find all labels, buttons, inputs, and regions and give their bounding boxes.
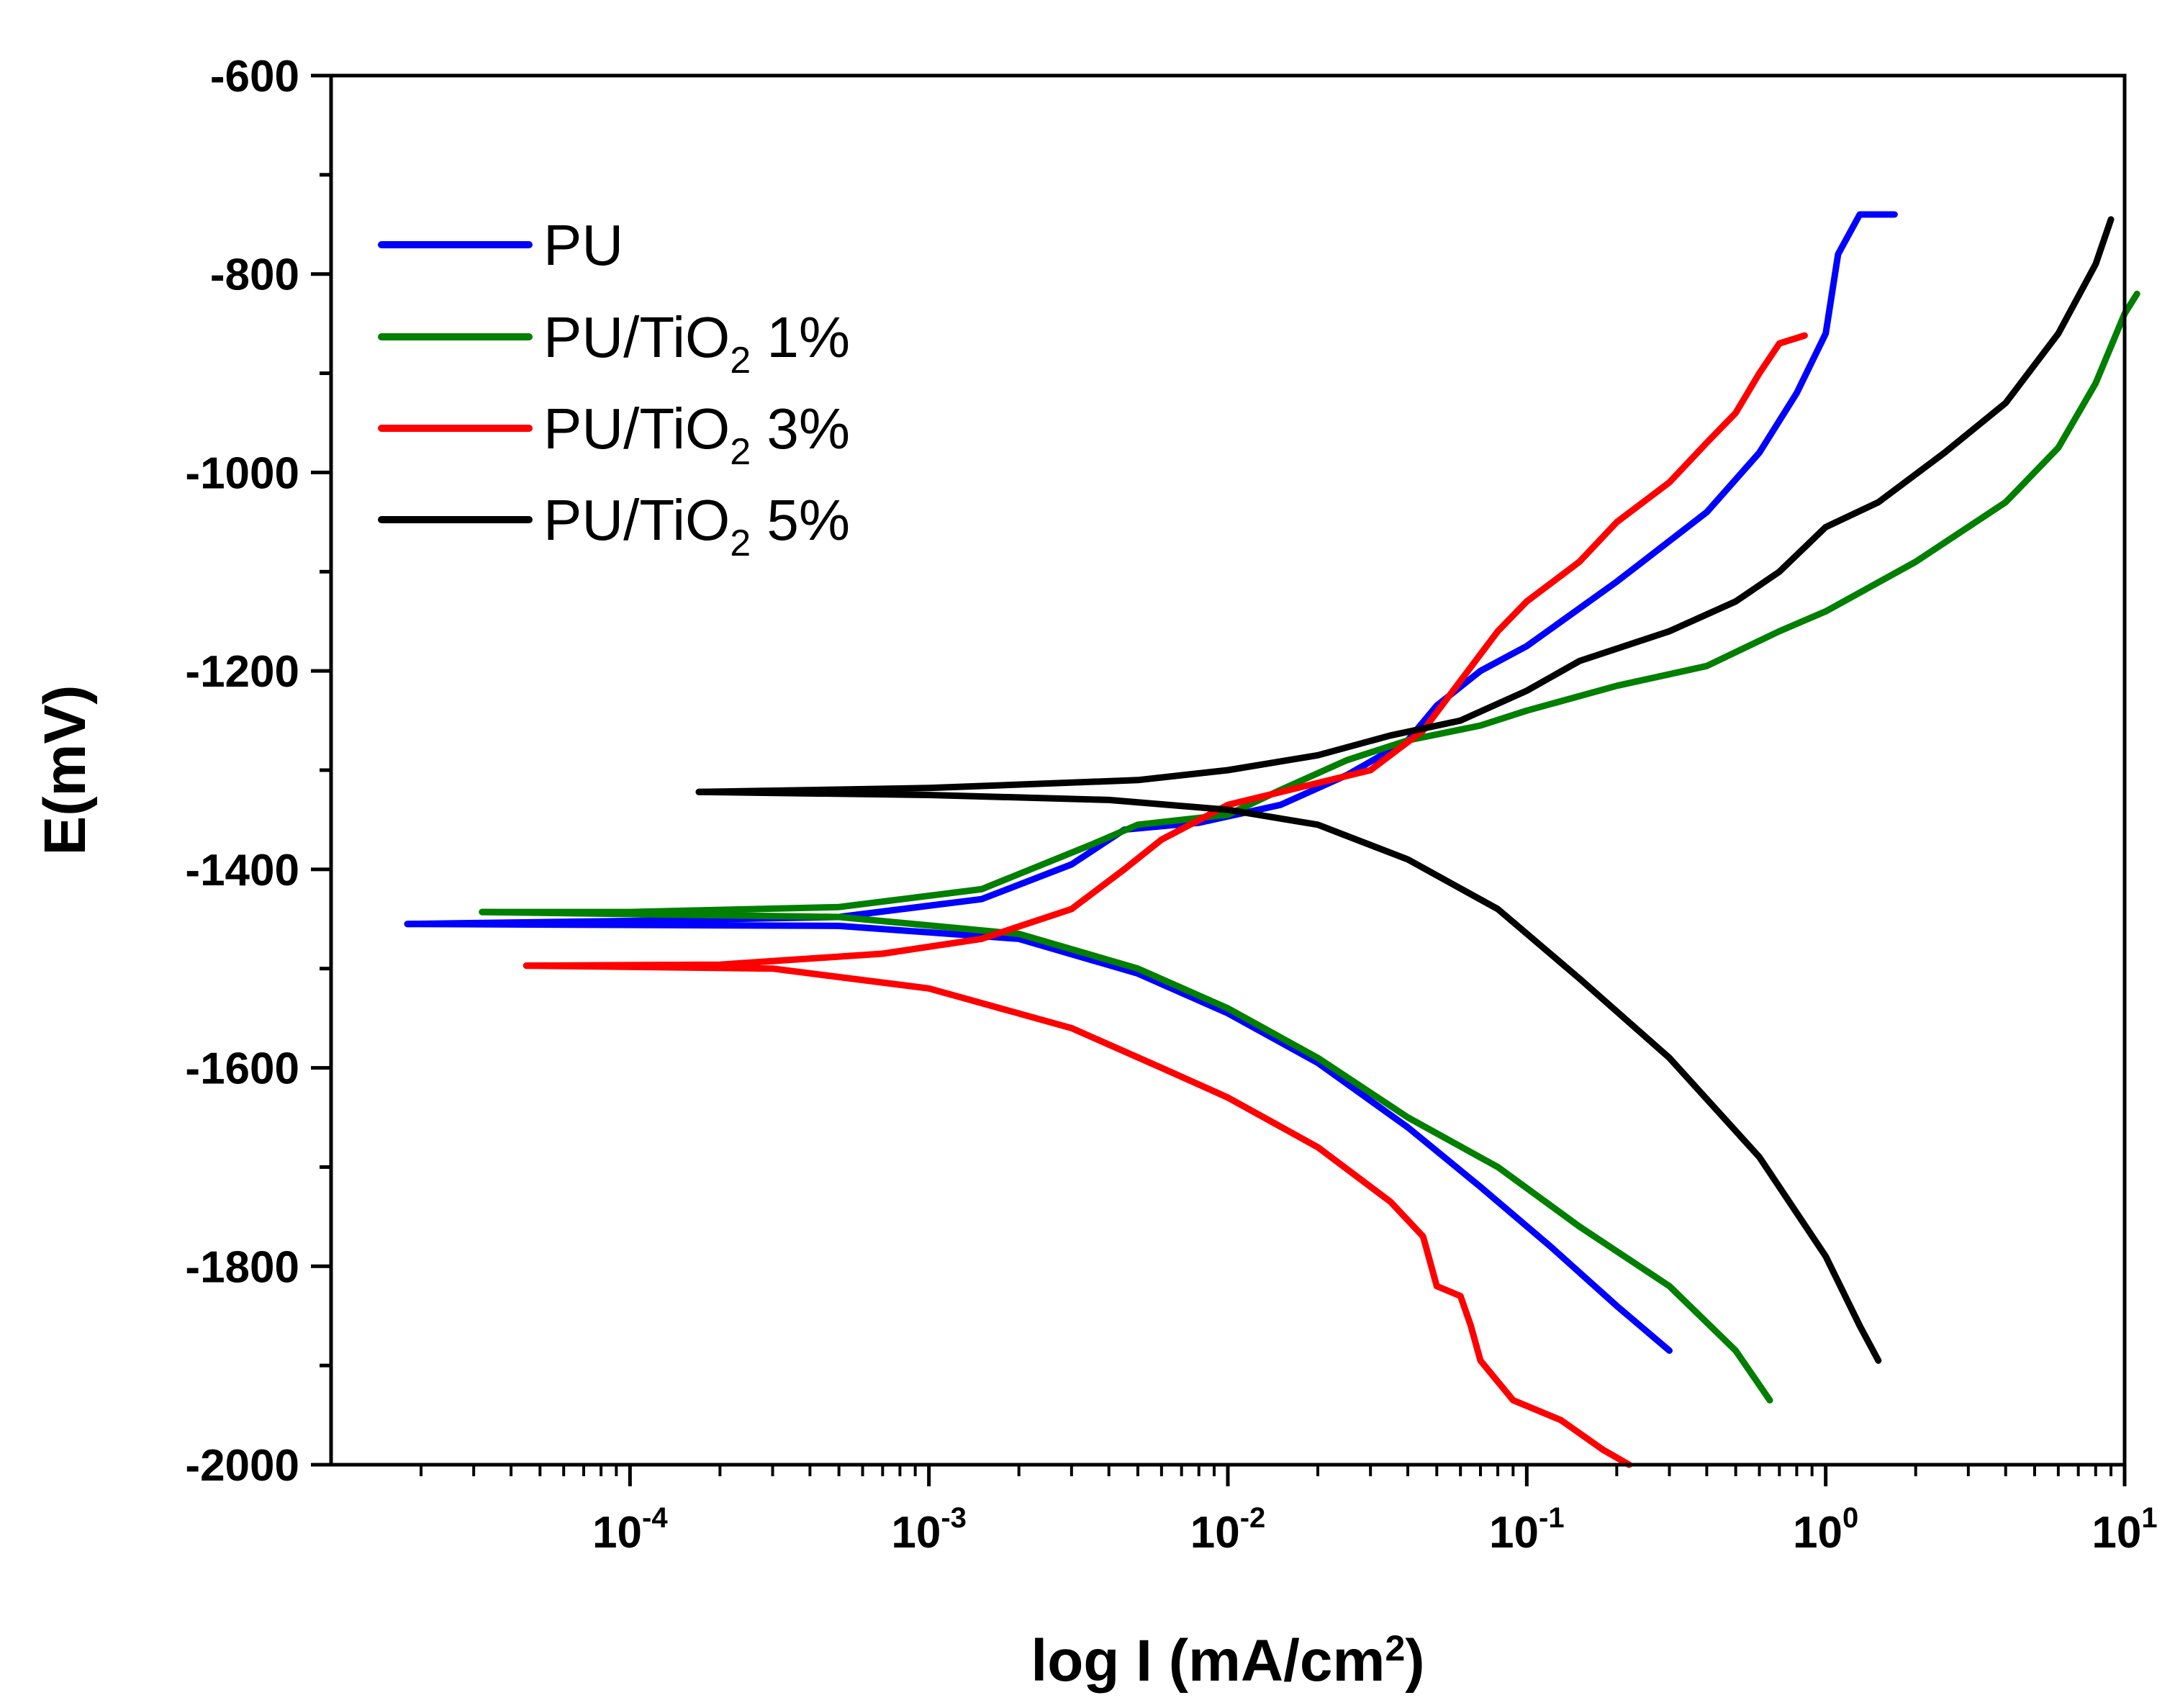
y-tick-label: -1000 [185, 448, 299, 498]
legend-label-end: 1% [751, 305, 850, 369]
x-tick-label: 10-3 [891, 1502, 967, 1558]
series-3-anodic-line [523, 332, 1808, 970]
x-tick-label: 10-2 [1190, 1502, 1266, 1558]
x-axis-title-sup: 2 [1385, 1628, 1405, 1668]
series-3-cathodic-line [523, 962, 1633, 1468]
y-tick-label: -1200 [185, 647, 299, 697]
y-axis-title: E(mV) [32, 685, 98, 856]
y-tick-label: -800 [210, 250, 299, 300]
legend-label-end: 5% [751, 488, 850, 552]
legend-label-main: PU/TiO [543, 305, 730, 369]
x-tick-exponent: -4 [642, 1502, 668, 1534]
x-tick-label: 101 [2092, 1502, 2157, 1558]
legend-label: PU [543, 213, 623, 277]
legend-label-sub: 2 [730, 340, 751, 381]
x-tick-base: 10 [891, 1508, 941, 1558]
y-tick-label: -1800 [185, 1242, 299, 1292]
legend-label-main: PU/TiO [543, 488, 730, 552]
y-tick-label: -1600 [185, 1044, 299, 1094]
y-tick-label: -600 [210, 52, 299, 101]
series-4-anodic-line [695, 216, 2115, 795]
plot-frame [329, 73, 2127, 1467]
legend-label-sub: 2 [730, 431, 751, 473]
x-tick-base: 10 [1793, 1508, 1842, 1558]
legend-label-sub: 2 [730, 523, 751, 564]
x-tick-exponent: -3 [941, 1502, 967, 1534]
legend-label-end: 3% [751, 397, 850, 461]
x-tick-label: 10-1 [1489, 1502, 1565, 1558]
x-tick-exponent: -1 [1539, 1502, 1565, 1534]
legend-label-main: PU/TiO [543, 397, 730, 461]
series-1-anodic-line [404, 211, 1898, 928]
x-tick-base: 10 [1489, 1508, 1539, 1558]
legend-label: PU/TiO2 1% [543, 305, 850, 381]
x-tick-exponent: 1 [2141, 1502, 2157, 1534]
legend-label: PU/TiO2 3% [543, 397, 850, 473]
x-axis-title-main: log I (mA/cm [1031, 1628, 1385, 1694]
series-layer [404, 211, 2140, 1468]
x-axis-title: log I (mA/cm2) [1031, 1628, 1424, 1694]
series-1-cathodic-line [404, 921, 1673, 1354]
legend-label: PU/TiO2 5% [543, 488, 850, 564]
series-4-cathodic-line [695, 788, 1882, 1364]
x-tick-base: 10 [592, 1508, 642, 1558]
y-tick-label: -2000 [185, 1441, 299, 1491]
x-tick-base: 10 [1190, 1508, 1240, 1558]
y-tick-label: -1400 [185, 846, 299, 895]
x-tick-label: 10-4 [592, 1502, 668, 1558]
x-tick-base: 10 [2092, 1508, 2141, 1558]
series-2-cathodic-line [479, 908, 1773, 1404]
axes: -600-800-1000-1200-1400-1600-1800-200010… [185, 52, 2157, 1558]
x-tick-exponent: 0 [1842, 1502, 1858, 1534]
x-axis-title-end: ) [1405, 1628, 1424, 1694]
x-tick-label: 100 [1793, 1502, 1858, 1558]
x-tick-exponent: -2 [1240, 1502, 1266, 1534]
legend-label-main: PU [543, 213, 623, 277]
series-2-anodic-line [479, 290, 2140, 916]
